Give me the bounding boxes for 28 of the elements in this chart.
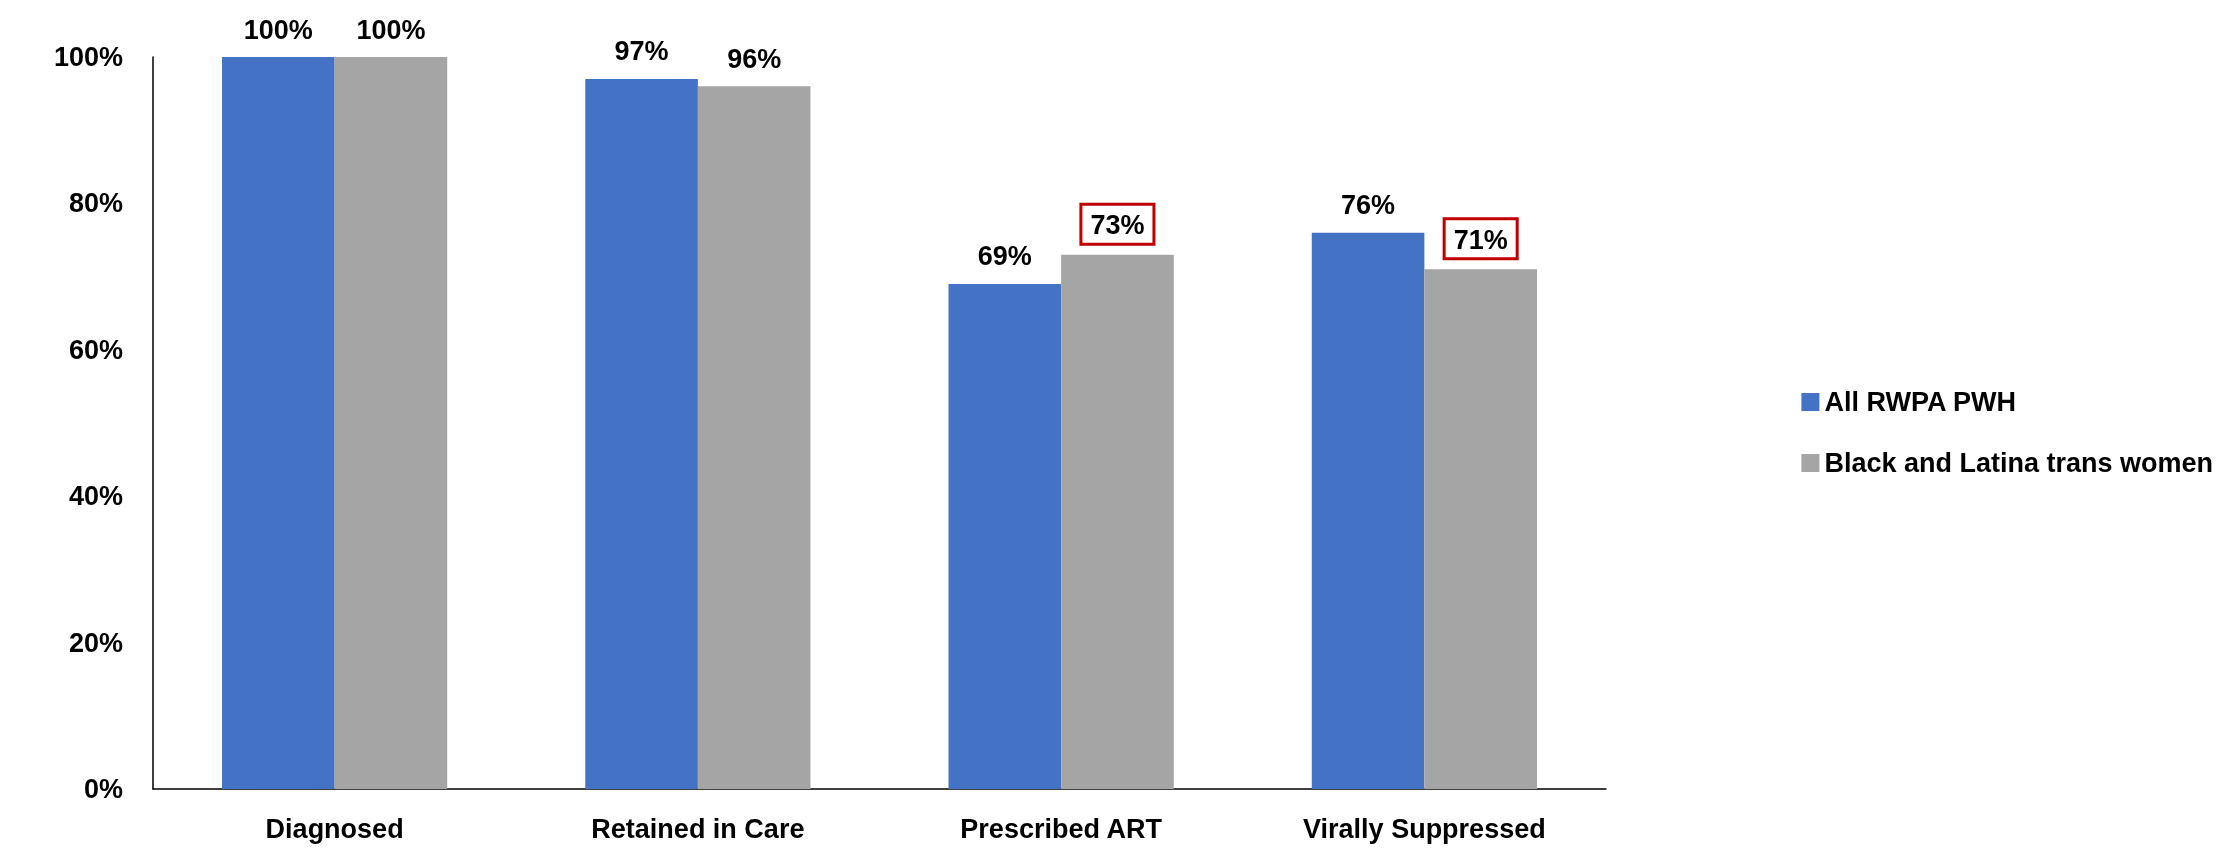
legend-label: All RWPA PWH bbox=[1824, 387, 2016, 417]
data-label: 100% bbox=[243, 14, 313, 45]
annotation: 73% bbox=[1090, 210, 1145, 241]
y-tick-label: 40% bbox=[68, 481, 123, 512]
bar bbox=[1061, 254, 1174, 789]
data-label: 76% bbox=[1341, 190, 1396, 221]
data-label: 96% bbox=[727, 43, 782, 74]
y-tick-label: 20% bbox=[68, 627, 123, 658]
annotation: 71% bbox=[1453, 224, 1508, 255]
legend-label: Black and Latina trans women bbox=[1824, 448, 2214, 478]
x-tick-label: Diagnosed bbox=[265, 813, 404, 844]
y-tick-label: 0% bbox=[83, 774, 123, 804]
bar bbox=[585, 78, 698, 789]
bar bbox=[948, 283, 1062, 789]
bar bbox=[697, 86, 811, 789]
x-tick-label: Retained in Care bbox=[591, 813, 805, 844]
x-tick-label: Virally Suppressed bbox=[1303, 813, 1546, 844]
y-tick-label: 80% bbox=[68, 188, 123, 219]
y-tick-label: 100% bbox=[53, 42, 123, 72]
x-tick-label: Prescribed ART bbox=[960, 813, 1163, 844]
data-label: 97% bbox=[614, 36, 669, 67]
bar bbox=[334, 57, 448, 789]
data-label: 69% bbox=[977, 241, 1032, 272]
bar bbox=[222, 57, 335, 789]
bar bbox=[1311, 232, 1425, 789]
data-label: 100% bbox=[356, 14, 426, 45]
bar bbox=[1424, 269, 1537, 789]
y-tick-label: 60% bbox=[68, 334, 123, 365]
